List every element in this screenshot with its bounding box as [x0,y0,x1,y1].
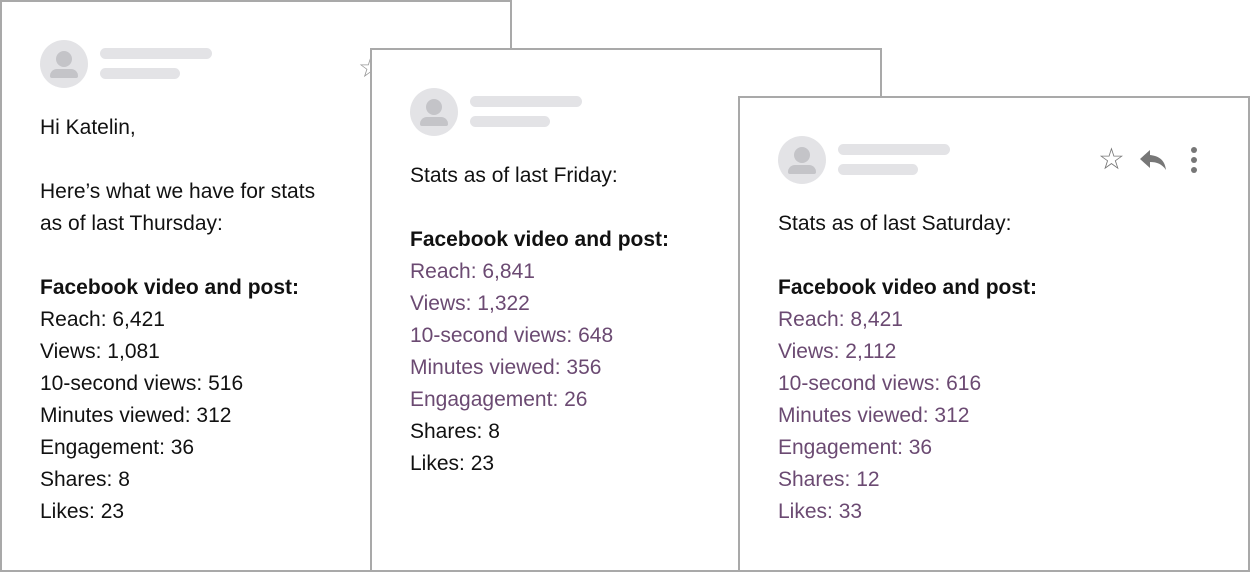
stat-line: Reach: 6,841 [410,260,535,283]
intro-line: Stats as of last Saturday: [778,212,1012,235]
sender-email-placeholder [838,164,918,175]
section-title: Facebook video and post: [40,276,300,299]
star-icon[interactable]: ☆ [1098,143,1125,176]
stat-line: 10-second views: 648 [410,324,614,347]
sender-name-placeholder [470,96,582,107]
stat-line: Views: 1,081 [40,340,160,363]
stat-line: Reach: 8,421 [778,308,903,331]
avatar-placeholder-icon [40,40,88,88]
section-title: Facebook video and post: [778,276,1038,299]
more-vertical-icon[interactable] [1190,146,1198,174]
intro-text: Here’s what we have for stats as of last… [40,176,500,240]
stat-line: Engagagement: 26 [410,388,588,411]
intro-text: Stats as of last Saturday: [778,208,1238,240]
sender-name-placeholder [838,144,950,155]
stat-line: Likes: 23 [40,500,125,523]
stats-list: Reach: 6,841 Views: 1,322 10-second views:… [410,256,870,480]
email-card-saturday: ☆ Stats as of last Saturday: Facebook vi… [738,96,1250,572]
stats-list: Reach: 8,421 Views: 2,112 10-second views:… [778,304,1238,528]
stat-line: 10-second views: 616 [778,372,982,395]
stat-line: Reach: 6,421 [40,308,165,331]
stat-line: Likes: 23 [410,452,495,475]
email-header [410,88,850,138]
stat-line: Likes: 33 [778,500,863,523]
sender-name-placeholder [100,48,212,59]
email-body: Stats as of last Friday: Facebook video … [410,160,870,480]
stat-line: Shares: 8 [410,420,500,443]
email-body: Stats as of last Saturday: Facebook vide… [778,208,1238,528]
stat-line: Engagement: 36 [778,436,933,459]
reply-icon[interactable] [1138,146,1168,174]
stat-line: Views: 2,112 [778,340,897,363]
section-title: Facebook video and post: [410,228,670,251]
stat-line: Views: 1,322 [410,292,530,315]
stats-list: Reach: 6,421 Views: 1,081 10-second views:… [40,304,500,528]
stat-line: Minutes viewed: 312 [778,404,970,427]
sender-email-placeholder [470,116,550,127]
email-header [778,136,1218,186]
sender-email-placeholder [100,68,180,79]
stat-line: 10-second views: 516 [40,372,244,395]
intro-text: Stats as of last Friday: [410,160,870,192]
intro-line: as of last Thursday: [40,212,223,235]
stat-line: Minutes viewed: 356 [410,356,602,379]
stat-line: Shares: 8 [40,468,130,491]
stat-line: Shares: 12 [778,468,880,491]
stat-line: Engagement: 36 [40,436,195,459]
email-header [40,40,480,90]
stat-line: Minutes viewed: 312 [40,404,232,427]
avatar-placeholder-icon [778,136,826,184]
intro-line: Here’s what we have for stats [40,180,316,203]
avatar-placeholder-icon [410,88,458,136]
email-body: Hi Katelin, Here’s what we have for stat… [40,112,500,528]
greeting: Hi Katelin, [40,116,136,139]
intro-line: Stats as of last Friday: [410,164,618,187]
